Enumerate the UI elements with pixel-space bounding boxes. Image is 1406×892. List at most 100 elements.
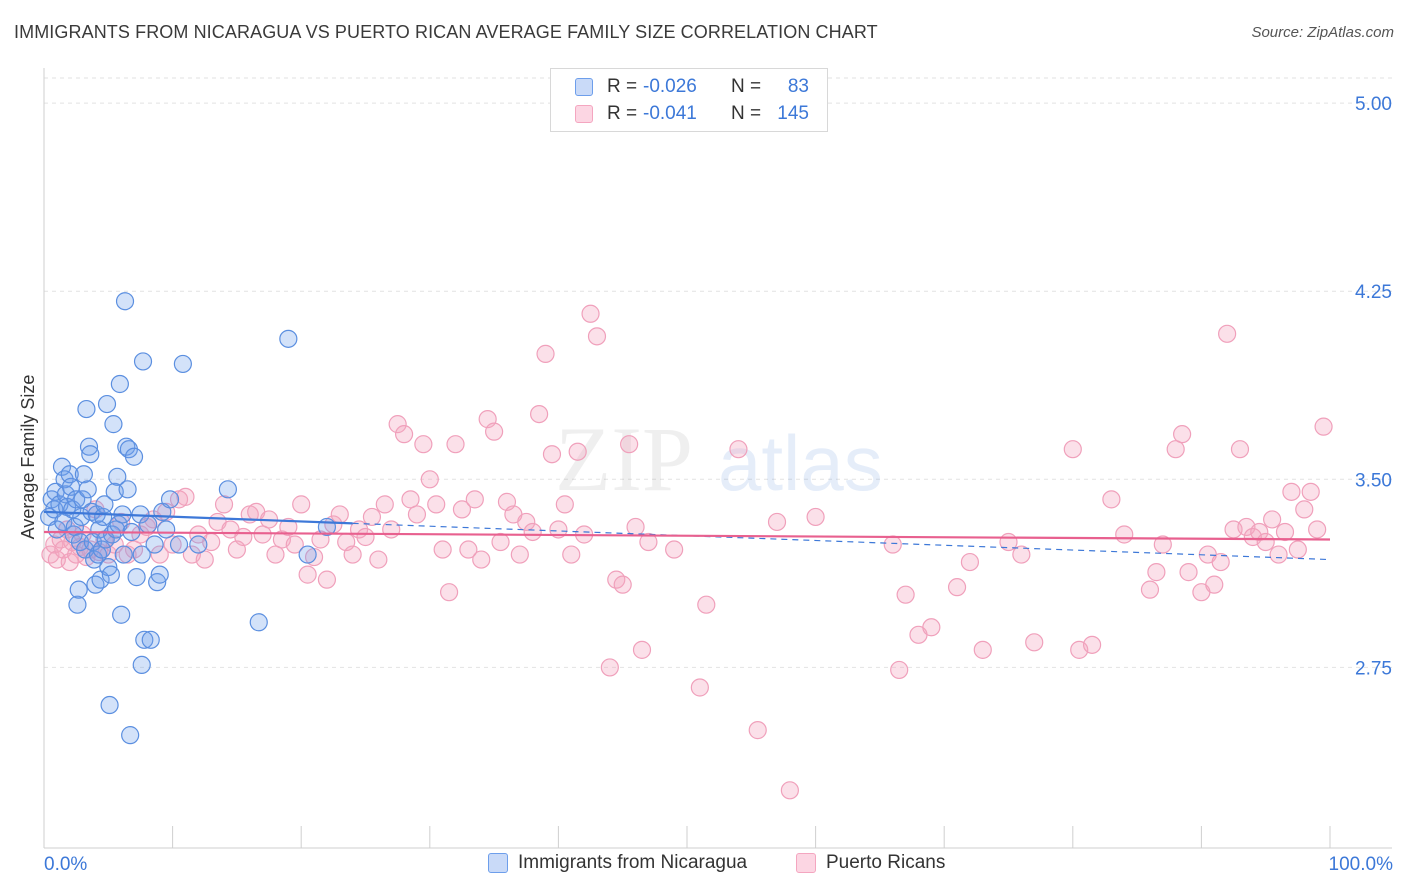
puerto-ricans-point [1166, 440, 1185, 459]
nicaragua-point [133, 352, 153, 371]
nicaragua-point [157, 520, 176, 539]
puerto-ricans-point [896, 585, 915, 604]
nicaragua-point [95, 495, 114, 514]
nicaragua-point [169, 535, 189, 554]
puerto-ricans-point [1179, 563, 1198, 582]
nicaragua-point [298, 545, 317, 564]
source-label: Source: ZipAtlas.com [1251, 24, 1394, 41]
x-tick-label: 100.0% [1329, 854, 1394, 875]
puerto-ricans-point [600, 658, 619, 677]
puerto-ricans-point [632, 640, 652, 659]
puerto-ricans-point [517, 512, 536, 532]
puerto-ricans-point [446, 435, 465, 454]
nicaragua-point [92, 540, 111, 559]
puerto-ricans-point [973, 640, 992, 659]
nicaragua-point [68, 595, 87, 614]
puerto-ricans-point [947, 578, 967, 597]
nicaragua-point [112, 605, 131, 624]
bottom-legend-label: Puerto Ricans [826, 852, 946, 873]
puerto-ricans-point [1025, 633, 1044, 652]
nicaragua-point [115, 292, 135, 311]
puerto-ricans-point [60, 552, 79, 572]
nicaragua-point [110, 374, 129, 394]
x-tick-label: 0.0% [44, 854, 87, 875]
nicaragua-point [160, 490, 180, 509]
nicaragua-point [141, 630, 160, 649]
watermark-atlas: atlas [718, 419, 883, 507]
legend-r-value: -0.041 [643, 103, 697, 124]
puerto-ricans-point [1102, 490, 1121, 509]
y-tick-label: 5.00 [1355, 94, 1392, 115]
puerto-ricans-point [433, 540, 452, 559]
puerto-ricans-point [1308, 520, 1327, 539]
legend-r-label: R = [607, 103, 638, 124]
puerto-ricans-point [317, 570, 337, 589]
puerto-ricans-point [382, 520, 401, 539]
nicaragua-point [78, 480, 97, 499]
puerto-ricans-point [1282, 482, 1301, 501]
puerto-ricans-point [536, 344, 555, 363]
puerto-ricans-point [1295, 500, 1314, 519]
puerto-ricans-points [41, 304, 1333, 800]
puerto-ricans-trend-line [43, 530, 1331, 541]
axes [43, 68, 1392, 849]
bottom-legend-puerto-ricans: Puerto Ricans [796, 852, 945, 874]
puerto-ricans-point [1256, 532, 1275, 552]
y-tick-label: 2.75 [1355, 658, 1392, 679]
puerto-ricans-point [665, 540, 684, 559]
puerto-ricans-point [960, 552, 980, 572]
puerto-ricans-point [729, 440, 748, 459]
puerto-ricans-point [369, 550, 388, 569]
nicaragua-point [249, 613, 268, 632]
tick-labels: 2.75 3.50 4.25 5.00 0.0% 100.0% [44, 94, 1393, 875]
puerto-ricans-point [439, 583, 459, 602]
puerto-ricans-point [587, 327, 607, 346]
puerto-ricans-point [452, 500, 472, 519]
nicaragua-point [118, 480, 137, 499]
nicaragua-point [114, 545, 133, 564]
puerto-ricans-point [266, 545, 285, 564]
nicaragua-point [218, 480, 237, 499]
legend-swatch-pink [575, 105, 593, 123]
puerto-ricans-point [549, 520, 568, 539]
y-tick-label: 4.25 [1355, 282, 1392, 303]
puerto-ricans-point [459, 540, 478, 559]
y-axis-title: Average Family Size [18, 375, 38, 540]
puerto-ricans-point [1314, 417, 1333, 436]
puerto-ricans-point [1173, 425, 1192, 444]
watermark: ZIP atlas [555, 408, 883, 510]
y-tick-label: 3.50 [1355, 470, 1392, 491]
nicaragua-point [86, 575, 105, 594]
puerto-ricans-point [465, 490, 484, 509]
puerto-ricans-point [1115, 525, 1134, 544]
nicaragua-point [132, 545, 151, 564]
nicaragua-trend-line-dashed [352, 522, 1331, 561]
puerto-ricans-point [1230, 440, 1250, 459]
puerto-ricans-point [414, 435, 433, 454]
bottom-legend-swatch-blue [488, 853, 508, 873]
legend-n-value: 83 [787, 76, 809, 97]
puerto-ricans-point [1205, 575, 1224, 594]
puerto-ricans-point [150, 545, 169, 564]
bottom-legend-label: Immigrants from Nicaragua [518, 852, 748, 873]
puerto-ricans-point [748, 721, 767, 740]
nicaragua-point [67, 490, 86, 509]
legend-n-value: 145 [777, 103, 809, 124]
puerto-ricans-point [1153, 535, 1172, 554]
bottom-legend-nicaragua: Immigrants from Nicaragua [488, 852, 747, 874]
puerto-ricans-point [690, 678, 709, 697]
puerto-ricans-point [613, 575, 632, 594]
nicaragua-point [79, 437, 99, 456]
puerto-ricans-point [780, 781, 799, 800]
nicaragua-point [189, 535, 208, 554]
puerto-ricans-point [620, 435, 639, 454]
nicaragua-point [173, 354, 192, 374]
nicaragua-point [101, 565, 120, 584]
nicaragua-point [97, 394, 117, 414]
puerto-ricans-point [1063, 440, 1082, 459]
legend-n-label: N = [731, 103, 762, 124]
legend-r-value: -0.026 [643, 76, 697, 97]
puerto-ricans-point [472, 550, 491, 569]
nicaragua-point [55, 470, 74, 489]
